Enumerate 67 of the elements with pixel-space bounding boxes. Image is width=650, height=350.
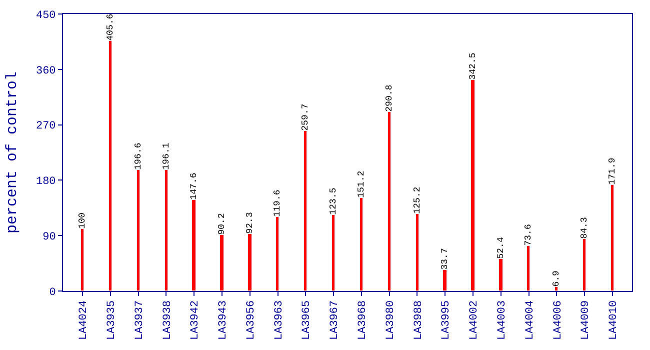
- bar: [304, 130, 307, 291]
- y-tick-label: 90: [42, 231, 56, 244]
- x-tick-label: LA3980: [384, 300, 397, 340]
- bar: [610, 184, 614, 291]
- bar: [470, 80, 475, 291]
- y-axis-title: percent of control: [4, 71, 22, 234]
- x-tick-label: LA3965: [301, 300, 314, 340]
- bar: [388, 112, 391, 291]
- x-tick-label: LA3938: [162, 300, 174, 340]
- x-tick-label: LA3963: [273, 300, 286, 340]
- bar: [554, 286, 558, 291]
- bar: [248, 234, 252, 291]
- x-tick-label: LA3943: [218, 300, 230, 340]
- data-label: 84.3: [579, 217, 590, 239]
- data-label: 33.7: [440, 248, 450, 270]
- data-label: 259.7: [300, 104, 310, 131]
- y-tick-label: 180: [36, 176, 56, 188]
- bar: [164, 170, 168, 291]
- y-tick-label: 450: [36, 10, 56, 22]
- x-tick-label: LA3937: [134, 300, 146, 340]
- bar: [108, 40, 112, 291]
- data-label: 342.5: [468, 52, 478, 80]
- data-label: 100: [77, 212, 88, 229]
- x-tick-label: LA4024: [78, 300, 90, 340]
- data-label: 123.5: [328, 188, 338, 215]
- data-label: 119.6: [272, 190, 282, 217]
- data-label: 196.1: [161, 142, 172, 170]
- data-label: 405.6: [105, 14, 116, 41]
- data-label: 6.9: [551, 270, 562, 287]
- y-tick-label: 270: [36, 120, 56, 133]
- data-label: 90.2: [216, 213, 227, 235]
- x-tick-label: LA3956: [245, 300, 258, 340]
- bar: [80, 228, 84, 291]
- bar: [498, 258, 503, 291]
- data-label: 290.8: [384, 84, 394, 112]
- bar: [332, 214, 335, 291]
- y-tick-label: 0: [49, 286, 56, 299]
- x-tick-label: LA4004: [524, 300, 536, 340]
- x-tick-label: LA3968: [357, 300, 370, 340]
- data-label: 196.6: [133, 142, 144, 170]
- data-label: 73.6: [523, 224, 534, 246]
- bar: [220, 234, 224, 291]
- y-tick-label: 360: [36, 65, 56, 78]
- data-label: 151.2: [356, 170, 366, 198]
- x-tick-label: LA4002: [468, 300, 481, 340]
- bar: [276, 216, 279, 291]
- bar: [416, 214, 419, 291]
- data-label: 147.6: [188, 172, 199, 200]
- x-tick-label: LA3995: [440, 300, 453, 340]
- x-tick-label: LA4009: [580, 300, 592, 340]
- data-label: 125.2: [412, 186, 422, 214]
- data-label: 92.3: [244, 212, 255, 234]
- data-label: 171.9: [607, 158, 618, 185]
- bar: [136, 170, 140, 291]
- x-tick-label: LA3935: [106, 300, 118, 340]
- x-tick-label: LA4006: [552, 300, 564, 340]
- bar: [192, 200, 196, 291]
- bar: [360, 198, 363, 291]
- x-tick-label: LA3942: [190, 300, 202, 340]
- data-label: 52.4: [496, 237, 506, 259]
- x-tick-label: LA4003: [496, 300, 508, 340]
- bar: [442, 270, 447, 291]
- x-tick-label: LA3967: [329, 300, 342, 340]
- x-tick-label: LA4010: [608, 300, 620, 340]
- x-tick-label: LA3988: [412, 300, 425, 340]
- bar: [582, 238, 586, 291]
- bar: [526, 246, 530, 291]
